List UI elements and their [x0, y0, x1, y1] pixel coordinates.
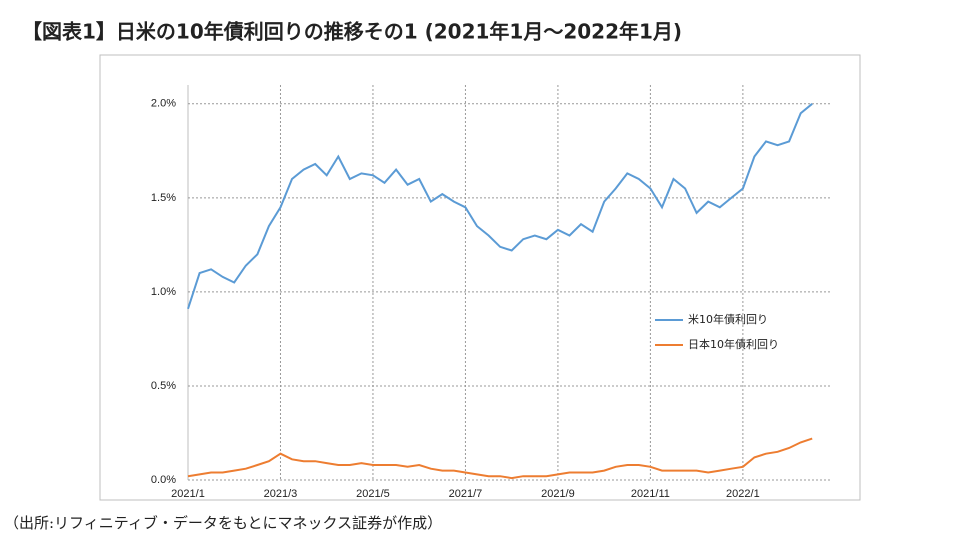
y-tick-label: 0.0%: [151, 474, 176, 486]
y-tick-label: 1.0%: [151, 286, 176, 298]
y-tick-label: 0.5%: [151, 380, 176, 392]
chart-frame: [99, 54, 861, 501]
x-tick-label: 2021/1: [171, 488, 205, 500]
x-tick-label: 2021/7: [449, 488, 483, 500]
source-note: （出所:リフィニティブ・データをもとにマネックス証券が作成）: [4, 514, 442, 532]
legend-label: 日本10年債利回り: [688, 337, 779, 351]
y-tick-label: 1.5%: [151, 192, 176, 204]
legend-label: 米10年債利回り: [688, 312, 768, 326]
chart-title: 【図表1】日米の10年債利回りの推移その1 (2021年1月～2022年1月): [22, 20, 682, 44]
y-tick-label: 2.0%: [151, 98, 176, 110]
x-tick-label: 2022/1: [726, 488, 760, 500]
x-tick-label: 2021/3: [264, 488, 298, 500]
x-tick-label: 2021/9: [541, 488, 575, 500]
series-line: [187, 437, 813, 480]
x-tick-label: 2021/5: [356, 488, 390, 500]
x-tick-label: 2021/11: [631, 488, 670, 500]
series-line: [187, 103, 813, 310]
